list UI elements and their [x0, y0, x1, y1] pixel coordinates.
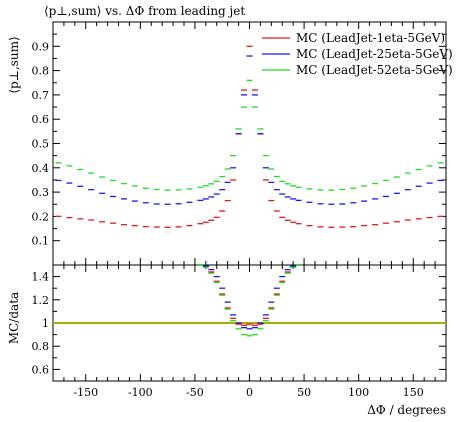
ratio-y-tick-label: 0.6	[32, 363, 50, 376]
x-axis-label: ΔΦ / degrees	[367, 403, 446, 417]
main-y-tick-label: 0.8	[32, 65, 50, 78]
main-y-tick-label: 0.2	[32, 210, 50, 223]
main-data-points	[55, 45, 444, 228]
ratio-y-tick-label: 1	[42, 317, 49, 330]
ratio-data-points	[197, 264, 302, 337]
ratio-y-tick-label: 1.4	[32, 271, 50, 284]
legend-entry: MC (LeadJet-1eta-5GeV)	[296, 31, 445, 45]
ratio-y-tick-label: 0.8	[32, 340, 50, 353]
x-tick-label: -100	[128, 386, 153, 399]
legend: MC (LeadJet-1eta-5GeV) MC (LeadJet-25eta-…	[262, 31, 453, 77]
x-tick-label: -50	[186, 386, 204, 399]
main-y-tick-label: 0.5	[32, 138, 50, 151]
legend-entry: MC (LeadJet-52eta-5GeV)	[296, 63, 453, 77]
main-y-tick-label: 0.6	[32, 113, 50, 126]
main-y-tick-label: 0.3	[32, 186, 50, 199]
x-tick-label: 0	[246, 386, 253, 399]
ratio-y-ticks: 0.6 0.8 1 1.2 1.4	[32, 271, 446, 376]
x-tick-label: 50	[297, 386, 311, 399]
main-y-tick-label: 0.1	[32, 235, 50, 248]
main-y-axis-label: ⟨p⊥,sum⟩	[7, 36, 21, 93]
chart-title: ⟨p⊥,sum⟩ vs. ΔΦ from leading jet	[44, 4, 245, 18]
legend-entry: MC (LeadJet-25eta-5GeV)	[296, 47, 453, 61]
x-tick-label: -150	[73, 386, 98, 399]
x-ticks: -150 -100 -50 0 50 100 150	[63, 22, 436, 399]
main-y-tick-label: 0.9	[32, 40, 50, 53]
x-tick-label: 150	[403, 386, 424, 399]
ratio-y-tick-label: 1.2	[32, 294, 50, 307]
ratio-y-axis-label: MC/data	[7, 292, 21, 344]
main-y-ticks: 0.1 0.2 0.3 0.4 0.5 0.6 0.7 0.8 0.9	[32, 33, 446, 248]
x-tick-label: 100	[348, 386, 369, 399]
main-y-tick-label: 0.4	[32, 162, 50, 175]
main-y-tick-label: 0.7	[32, 89, 50, 102]
